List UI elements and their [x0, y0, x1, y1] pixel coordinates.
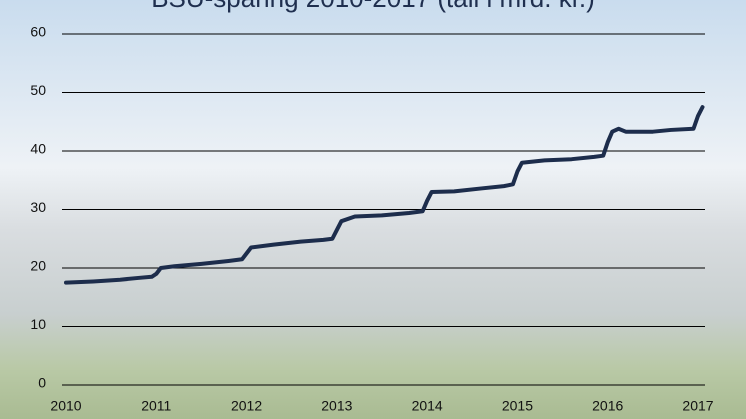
y-tick-label: 30: [30, 199, 46, 215]
data-line: [64, 105, 705, 285]
y-tick-label: 50: [30, 82, 46, 98]
y-tick-label: 60: [30, 24, 46, 40]
y-tick-label: 40: [30, 141, 46, 157]
x-tick-label: 2015: [502, 398, 533, 414]
x-tick-label: 2011: [141, 398, 171, 414]
y-tick-label: 0: [38, 375, 46, 391]
x-tick-label: 2017: [682, 398, 713, 414]
y-tick-label: 20: [30, 258, 46, 274]
x-tick-label: 2014: [412, 398, 443, 414]
x-tick-label: 2016: [592, 398, 623, 414]
chart-title: BSU-sparing 2010-2017 (tall i mrd. kr.): [151, 0, 595, 13]
x-tick-label: 2013: [321, 398, 352, 414]
x-tick-label: 2010: [50, 398, 81, 414]
y-tick-label: 10: [30, 316, 46, 332]
x-tick-label: 2012: [231, 398, 262, 414]
